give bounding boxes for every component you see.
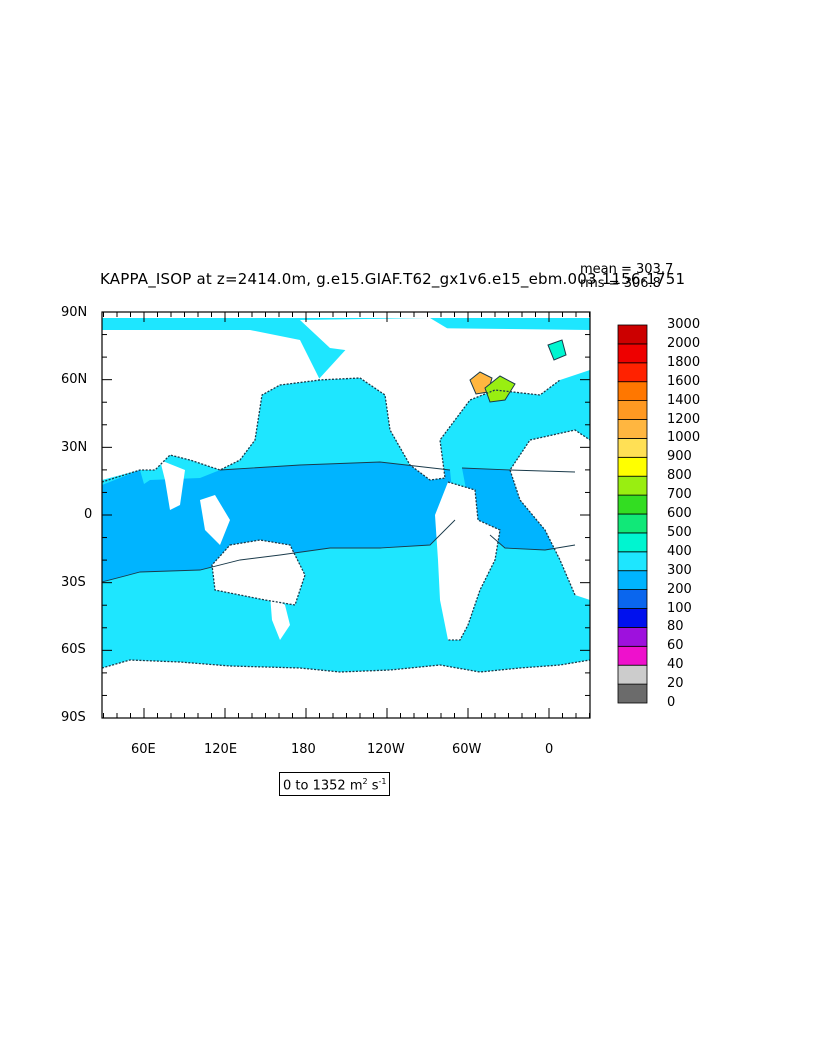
colorbar-label: 2000 [667, 335, 701, 351]
colorbar-swatch [617, 494, 648, 515]
land-asia [102, 330, 320, 480]
colorbar-swatch [617, 419, 648, 439]
lon-label-120w: 120W [367, 742, 405, 757]
colorbar-swatch [617, 475, 648, 496]
mean-stat: mean = 303.7 [580, 262, 674, 277]
lat-label-60n: 60N [61, 372, 88, 387]
land-seasia [200, 495, 230, 545]
plot-title: KAPPA_ISOP at z=2414.0m, g.e15.GIAF.T62_… [100, 270, 686, 288]
colorbar-label: 400 [667, 543, 692, 559]
indian-sub-band [102, 470, 150, 565]
land-north-america [318, 328, 590, 480]
coastlines [102, 377, 590, 673]
colorbar-label: 500 [667, 524, 692, 540]
land-australia [212, 540, 305, 605]
lon-label-60w: 60W [452, 742, 482, 757]
land-africa [510, 430, 590, 600]
colorbar-label: 700 [667, 487, 692, 503]
colorbar-swatch [617, 589, 648, 609]
colorbar-swatch [617, 570, 648, 591]
colorbar-label: 20 [667, 676, 684, 692]
colorbar-swatch [617, 664, 648, 685]
colorbar-label: 60 [667, 638, 684, 654]
ocean-field [102, 312, 590, 718]
colorbar-label: 3000 [667, 317, 701, 332]
colorbar-label: 300 [667, 562, 692, 578]
lon-label-120e: 120E [204, 742, 238, 757]
colorbar-swatch [617, 400, 648, 420]
colorbar-label: 1000 [667, 430, 701, 446]
colorbar-swatch [617, 627, 648, 647]
units-s: s [371, 778, 379, 794]
units-range: 0 to 1352 [283, 778, 346, 794]
lon-label-60e: 60E [131, 742, 156, 757]
lon-label-0: 0 [545, 742, 554, 757]
contour-lines [102, 461, 576, 583]
colorbar-swatch [617, 645, 648, 666]
land-nz [270, 595, 290, 640]
colorbar-label: 0 [667, 695, 676, 710]
colorbar-swatch [617, 551, 648, 572]
colorbar-swatch [617, 608, 648, 628]
colorbar-swatch [617, 381, 648, 402]
land-greenland [300, 318, 450, 352]
lat-label-30n: 30N [61, 440, 88, 455]
lon-label-180: 180 [291, 742, 316, 757]
warm-patch-2 [547, 339, 567, 361]
units-m: m [349, 778, 363, 794]
colorbar-swatch [617, 437, 648, 458]
colorbar-label: 800 [667, 468, 692, 484]
colorbar-label: 600 [667, 506, 692, 521]
axis-ticks [102, 311, 590, 719]
lat-label-0: 0 [84, 507, 93, 522]
colorbar-label: 80 [667, 619, 684, 635]
colorbar-swatch [617, 362, 648, 383]
warm-patch [484, 375, 516, 403]
units-box: 0 to 1352 m2 s-1 [279, 772, 391, 797]
colorbar-label: 200 [667, 581, 692, 597]
colorbar-label: 40 [667, 657, 684, 673]
colorbar-label: 1600 [667, 373, 701, 389]
lat-label-90s: 90S [61, 710, 86, 725]
land-antarctica [102, 660, 590, 718]
colorbar-label: 1200 [667, 411, 701, 427]
colorbar-swatch [617, 324, 648, 345]
colorbar-label: 100 [667, 600, 692, 616]
lat-label-90n: 90N [61, 305, 88, 320]
lat-label-60s: 60S [61, 642, 86, 657]
colorbar-label: 900 [667, 449, 692, 465]
colorbar-swatch [617, 513, 648, 534]
units-exp-s: -1 [378, 777, 387, 786]
colorbar-swatch [617, 532, 648, 553]
units-exp-m: 2 [362, 777, 368, 786]
colorbar-swatch [617, 683, 648, 704]
colorbar-label: 1400 [667, 392, 701, 408]
lat-label-30s: 30S [61, 575, 86, 590]
land-india [160, 460, 185, 510]
colorbar-swatch [617, 456, 648, 477]
colorbar-swatch [617, 343, 648, 364]
colorbar [617, 324, 648, 704]
rms-stat: rms = 306.8 [580, 276, 661, 291]
tropical-band [102, 462, 455, 582]
colorbar-label: 1800 [667, 354, 701, 370]
land-south-america [435, 482, 500, 640]
